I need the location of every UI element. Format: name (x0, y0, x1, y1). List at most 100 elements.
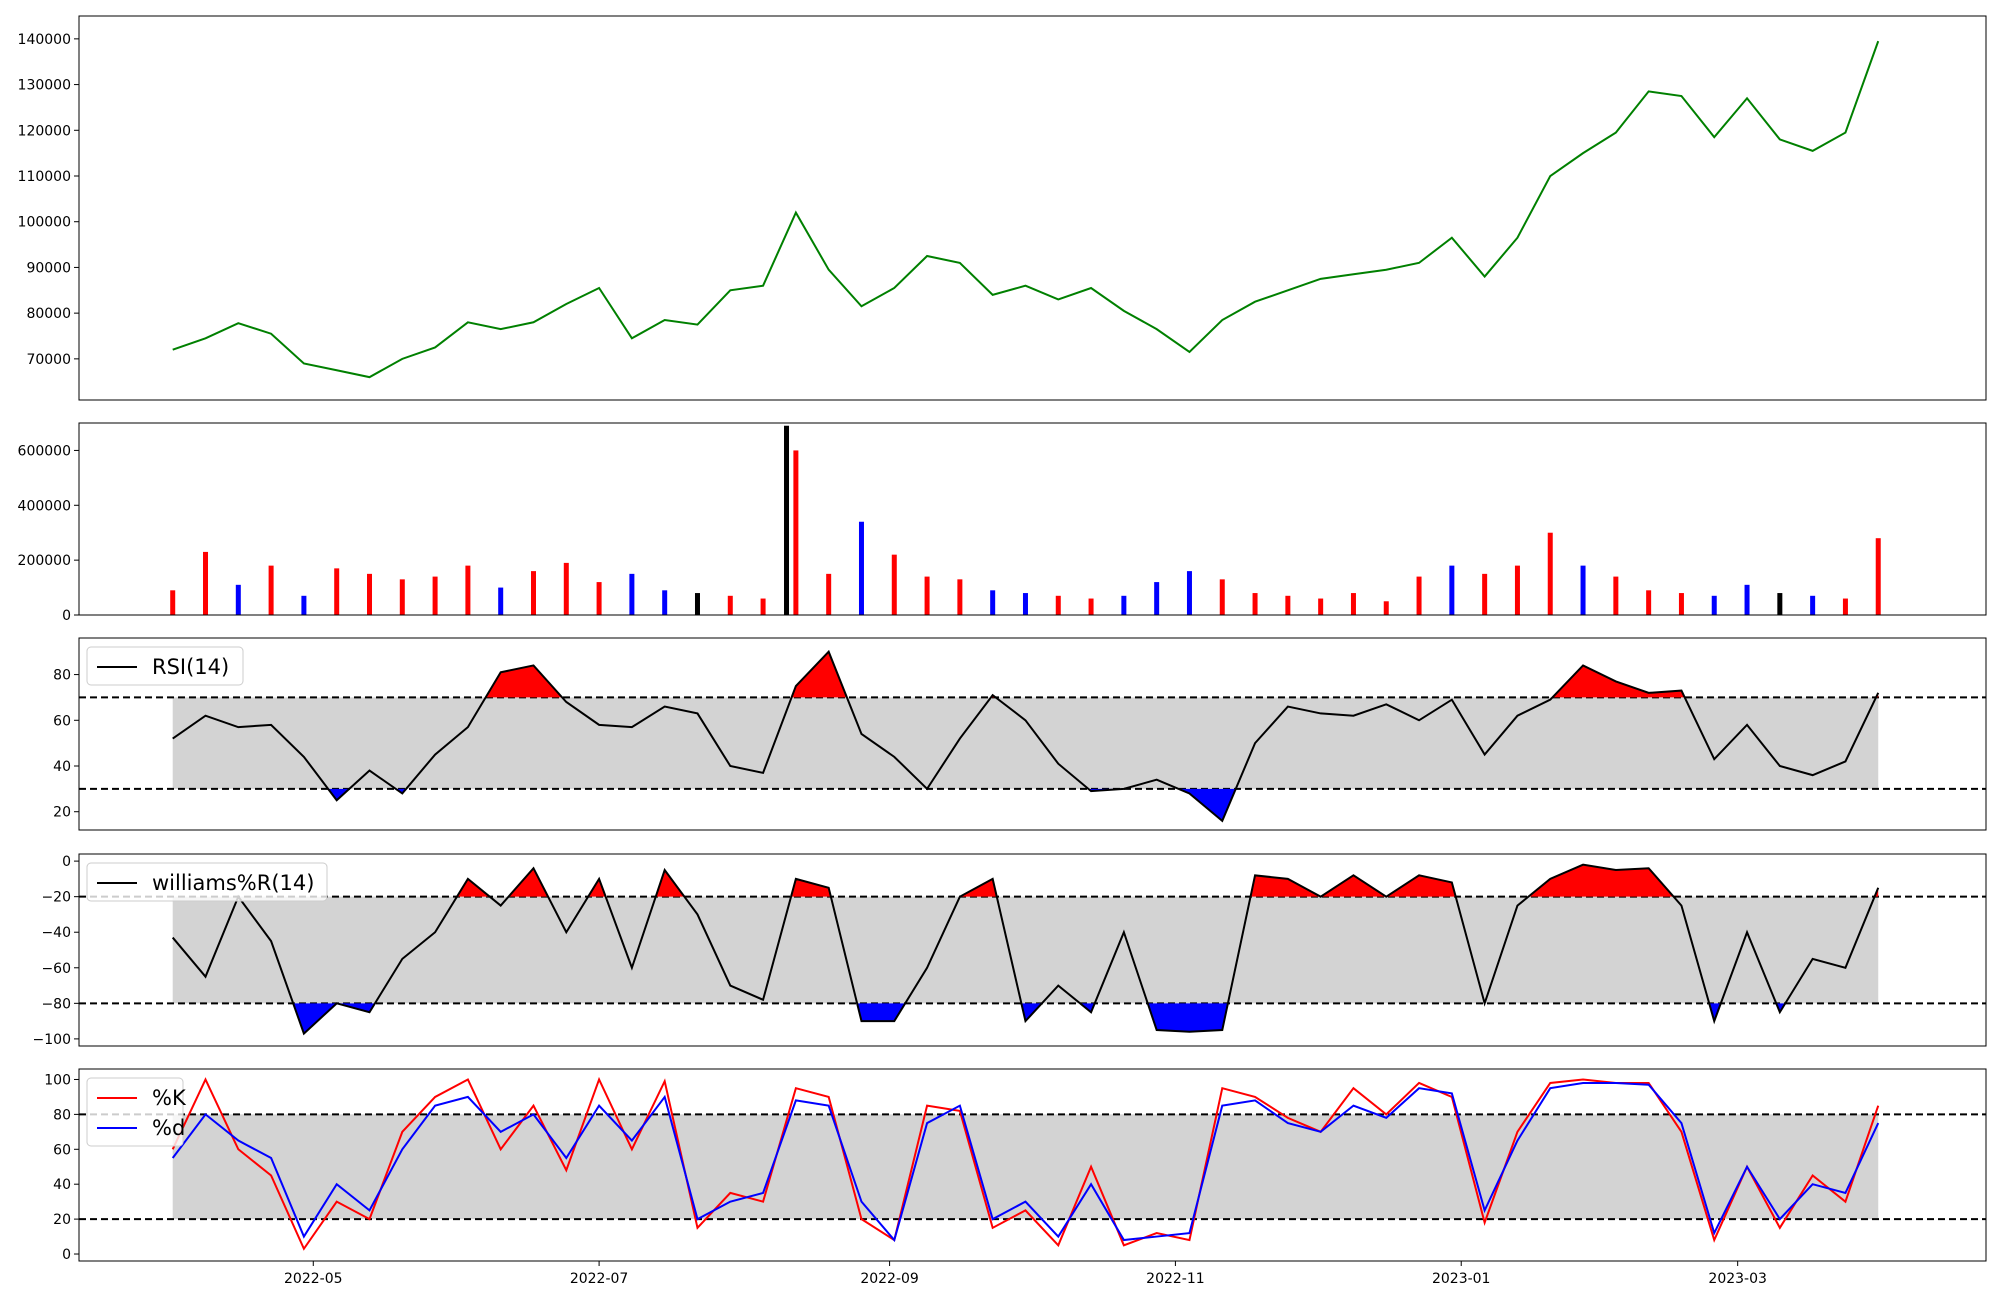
volume-bar (530, 571, 536, 615)
williams-legend-label: williams%R(14) (152, 871, 314, 895)
williams-oversold-fill (857, 1003, 906, 1022)
volume-bar (1875, 538, 1881, 615)
volume-bar (203, 551, 209, 615)
volume-bar (629, 573, 635, 615)
rsi-ytick-label: 80 (53, 668, 71, 684)
price-ytick-label: 100000 (18, 215, 71, 231)
volume-bar (1285, 595, 1291, 615)
williams-oversold-fill (1709, 1003, 1721, 1022)
stochastic-ytick-label: 60 (53, 1142, 71, 1158)
volume-bar (1810, 595, 1816, 615)
volume-bar (1416, 576, 1422, 615)
volume-bar (1678, 593, 1684, 615)
price-ytick-label: 120000 (18, 123, 71, 139)
volume-bar (1744, 584, 1750, 615)
volume-bar (727, 595, 733, 615)
volume-bar (1711, 595, 1717, 615)
williams-overbought-fill (791, 878, 831, 897)
williams-overbought-fill (1320, 875, 1387, 897)
williams-oversold-fill (293, 1003, 337, 1034)
volume-bar (1514, 565, 1520, 615)
volume-bar (1022, 593, 1028, 615)
volume-bar (662, 590, 668, 615)
volume-bar (1186, 571, 1192, 615)
williams-overbought-fill (588, 878, 606, 897)
volume-bar (858, 521, 864, 615)
stochastic-ytick-label: 100 (44, 1072, 71, 1088)
volume-bar (694, 593, 700, 615)
rsi-frame (78, 637, 1987, 831)
price-ytick-label: 80000 (26, 306, 71, 322)
williams-ytick-label: −100 (33, 1032, 71, 1048)
volume-bar (957, 579, 963, 615)
rsi-neutral-band (172, 697, 1879, 789)
rsi-ytick-label: 20 (53, 805, 71, 821)
williams-overbought-fill (1528, 864, 1674, 897)
volume-bar (498, 587, 504, 615)
volume-bar (1580, 565, 1586, 615)
volume-ytick-label: 400000 (18, 498, 71, 514)
volume-bar (399, 579, 405, 615)
williams-overbought-fill (508, 868, 549, 897)
x-tick-label: 2022-09 (860, 1271, 919, 1287)
price-ytick-label: 130000 (18, 78, 71, 94)
williams-ytick-label: 0 (62, 854, 71, 870)
volume-bar (1482, 573, 1488, 615)
volume-bar (1252, 593, 1258, 615)
stochastic-line-k (171, 1076, 1880, 1251)
volume-bar (1154, 582, 1160, 615)
williams-ytick-label: −60 (41, 961, 71, 977)
volume-bar (784, 425, 790, 615)
volume-bar (1547, 532, 1553, 615)
volume-frame (78, 422, 1987, 616)
stochastic-legend-label: %K (152, 1086, 187, 1110)
williams-frame (78, 853, 1987, 1047)
volume-bar (826, 573, 832, 615)
volume-bar (235, 584, 241, 615)
volume-bar (1383, 601, 1389, 615)
volume-ytick-label: 200000 (18, 553, 71, 569)
volume-bar (990, 590, 996, 615)
williams-overbought-fill (1250, 875, 1321, 897)
x-tick-label: 2022-11 (1146, 1271, 1205, 1287)
volume-bar (760, 598, 766, 615)
price-ytick-label: 140000 (18, 32, 71, 48)
volume-bar (1350, 593, 1356, 615)
volume-bar (170, 590, 176, 615)
williams-overbought-fill (456, 878, 490, 897)
rsi-oversold-fill (1178, 788, 1236, 821)
rsi-overbought-fill (485, 665, 563, 698)
price-ytick-label: 110000 (18, 169, 71, 185)
volume-bar (1318, 598, 1324, 615)
williams-neutral-band (172, 896, 1879, 1004)
rsi-ytick-label: 40 (53, 759, 71, 775)
volume-bar (465, 565, 471, 615)
rsi-oversold-fill (328, 788, 350, 801)
williams-oversold-fill (1147, 1003, 1228, 1032)
volume-bar (334, 568, 340, 615)
x-tick-label: 2023-01 (1432, 1271, 1491, 1287)
volume-ytick-label: 600000 (18, 443, 71, 459)
volume-bar (1088, 598, 1094, 615)
volume-bar (1121, 595, 1127, 615)
stochastic-legend-label: %d (152, 1116, 185, 1140)
price-line (172, 40, 1880, 379)
volume-bar (1449, 565, 1455, 615)
price-ytick-label: 70000 (26, 352, 71, 368)
williams-legend-box (86, 862, 328, 902)
williams-ytick-label: −40 (41, 925, 71, 941)
rsi-legend-label: RSI(14) (152, 655, 229, 679)
x-tick-label: 2022-05 (284, 1271, 343, 1287)
volume-bar (596, 582, 602, 615)
rsi-legend-box (86, 646, 244, 686)
volume-bar (1055, 595, 1061, 615)
volume-bar (891, 554, 897, 615)
stochastic-ytick-label: 40 (53, 1177, 71, 1193)
x-tick-label: 2023-03 (1708, 1271, 1767, 1287)
volume-bar (1777, 593, 1783, 615)
volume-bar (924, 576, 930, 615)
stochastic-line-d (171, 1081, 1880, 1243)
volume-bar (1219, 579, 1225, 615)
stochastic-ytick-label: 80 (53, 1107, 71, 1123)
